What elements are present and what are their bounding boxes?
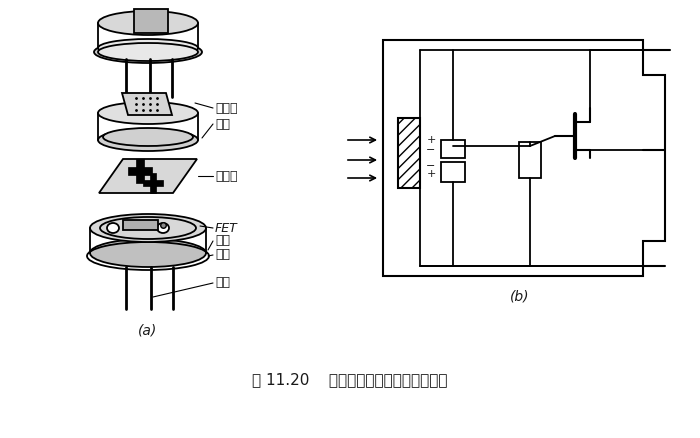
Ellipse shape: [94, 41, 202, 63]
Bar: [398, 118, 420, 188]
Text: FET: FET: [215, 222, 238, 234]
Ellipse shape: [98, 39, 198, 57]
Polygon shape: [150, 173, 156, 193]
Text: −: −: [426, 145, 435, 155]
Text: +: +: [426, 135, 435, 145]
Ellipse shape: [100, 217, 196, 239]
Ellipse shape: [103, 128, 193, 146]
Polygon shape: [383, 40, 665, 276]
Polygon shape: [128, 167, 152, 175]
Ellipse shape: [98, 102, 198, 124]
Text: 滤光片: 滤光片: [215, 102, 237, 114]
Polygon shape: [136, 159, 144, 183]
Polygon shape: [134, 9, 168, 33]
Text: (b): (b): [510, 289, 530, 303]
Bar: [441, 140, 465, 158]
Ellipse shape: [90, 214, 206, 242]
Ellipse shape: [90, 239, 206, 267]
Bar: [441, 162, 465, 182]
Polygon shape: [143, 180, 163, 186]
Text: (a): (a): [139, 323, 158, 337]
Ellipse shape: [98, 129, 198, 151]
Text: −: −: [426, 161, 435, 171]
Text: 管座: 管座: [215, 234, 230, 247]
Ellipse shape: [157, 223, 169, 233]
Ellipse shape: [107, 223, 119, 233]
Polygon shape: [123, 220, 158, 230]
Text: 图 11.20    热释电人体红外传感器的结构: 图 11.20 热释电人体红外传感器的结构: [252, 372, 448, 388]
Text: +: +: [426, 169, 435, 179]
Text: 高阻: 高阻: [215, 248, 230, 261]
Ellipse shape: [98, 43, 198, 61]
Bar: [519, 142, 541, 178]
Polygon shape: [122, 93, 172, 115]
Text: 管帽: 管帽: [215, 117, 230, 131]
Text: 敏感元: 敏感元: [215, 170, 237, 183]
Polygon shape: [99, 159, 197, 193]
Ellipse shape: [98, 11, 198, 35]
Text: 引线: 引线: [215, 276, 230, 290]
